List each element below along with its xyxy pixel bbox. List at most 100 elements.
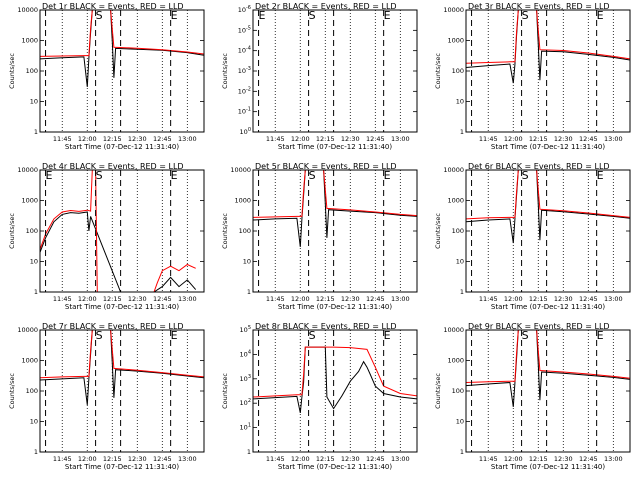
x-tick-label: 12:30	[128, 135, 147, 143]
panel-title: Det 1r BLACK = Events, RED = LLD	[42, 2, 184, 11]
x-tick-label: 12:15	[529, 135, 548, 143]
series-events-line	[39, 9, 205, 87]
x-tick-label: 12:30	[341, 295, 360, 303]
x-tick-label: 12:30	[341, 455, 360, 463]
y-tick-label: 10	[30, 258, 38, 266]
x-tick-label: 12:15	[316, 455, 335, 463]
y-tick-label: 100	[452, 227, 464, 235]
y-tick-label: 1000	[21, 37, 38, 45]
x-tick-label: 12:30	[554, 295, 573, 303]
plot-frame	[465, 169, 631, 293]
x-tick-label: 12:15	[316, 135, 335, 143]
plot-frame	[252, 9, 418, 133]
y-tick-label: 100	[26, 387, 38, 395]
y-tick-label: 10000	[443, 6, 464, 14]
x-axis-label: Start Time (07-Dec-12 11:31:40)	[278, 303, 392, 311]
time-marker-label: E	[171, 169, 178, 182]
y-tick-label: 10	[456, 418, 464, 426]
panel-title: Det 3r BLACK = Events, RED = LLD	[468, 2, 610, 11]
series-lld-line	[465, 329, 631, 383]
plot-frame	[252, 329, 418, 453]
y-tick-label: 10000	[443, 166, 464, 174]
y-tick-label: 1000	[447, 197, 464, 205]
y-tick-label: 100	[240, 127, 251, 136]
plot-frame	[39, 329, 205, 453]
y-tick-label: 103	[240, 374, 251, 383]
y-tick-label: 100	[26, 227, 38, 235]
series-lld-line	[39, 169, 196, 293]
y-tick-label: 10000	[443, 326, 464, 334]
x-tick-label: 12:45	[366, 135, 385, 143]
series-events-line	[465, 169, 631, 244]
x-tick-label: 13:00	[391, 295, 410, 303]
time-marker-label: S	[309, 169, 316, 182]
x-tick-label: 13:00	[178, 455, 197, 463]
plot-frame	[252, 169, 418, 293]
x-tick-label: 12:15	[103, 295, 122, 303]
y-tick-label: 10000	[17, 6, 38, 14]
x-tick-label: 12:00	[504, 455, 523, 463]
y-axis-label: Counts/sec	[434, 373, 442, 409]
panel-title: Det 2r BLACK = Events, RED = LLD	[255, 2, 397, 11]
x-tick-label: 12:00	[504, 295, 523, 303]
y-tick-label: 1	[34, 448, 38, 456]
panel-title: Det 4r BLACK = Events, RED = LLD	[42, 162, 184, 171]
y-tick-label: 100	[26, 67, 38, 75]
panel-det-9: Det 9r BLACK = Events, RED = LLD 11:45 12:…	[434, 322, 631, 471]
x-tick-label: 12:15	[103, 455, 122, 463]
x-tick-label: 13:00	[604, 295, 623, 303]
x-tick-label: 12:45	[366, 455, 385, 463]
y-tick-label: 100	[452, 387, 464, 395]
y-tick-label: 1000	[21, 197, 38, 205]
x-axis-label: Start Time (07-Dec-12 11:31:40)	[65, 463, 179, 471]
x-tick-label: 13:00	[391, 135, 410, 143]
x-axis-label: Start Time (07-Dec-12 11:31:40)	[65, 143, 179, 151]
time-marker-label: E	[384, 169, 391, 182]
y-tick-label: 100	[239, 227, 251, 235]
y-tick-label: 10-4	[238, 46, 251, 55]
y-tick-label: 10-1	[238, 107, 251, 116]
x-tick-label: 12:45	[579, 295, 598, 303]
series-events-line	[252, 346, 418, 414]
y-tick-label: 10000	[17, 166, 38, 174]
y-tick-label: 1000	[234, 197, 251, 205]
x-axis-label: Start Time (07-Dec-12 11:31:40)	[491, 463, 605, 471]
y-tick-label: 10	[456, 258, 464, 266]
series-lld-line	[39, 9, 205, 57]
y-tick-label: 1000	[447, 37, 464, 45]
x-tick-label: 11:45	[53, 135, 72, 143]
y-tick-label: 10-6	[238, 5, 251, 14]
time-marker-label: E	[597, 329, 604, 342]
y-tick-label: 1000	[447, 357, 464, 365]
time-marker-label: E	[384, 9, 391, 22]
x-tick-label: 12:45	[366, 295, 385, 303]
y-tick-label: 10-3	[238, 66, 251, 75]
x-tick-label: 11:45	[266, 455, 285, 463]
x-tick-label: 12:30	[554, 455, 573, 463]
x-tick-label: 12:15	[103, 135, 122, 143]
y-tick-label: 10000	[17, 326, 38, 334]
time-marker-label: S	[96, 169, 103, 182]
series-events-line	[465, 329, 631, 407]
y-tick-label: 100	[452, 67, 464, 75]
x-axis-label: Start Time (07-Dec-12 11:31:40)	[278, 143, 392, 151]
time-marker-label: E	[171, 9, 178, 22]
panel-det-6: Det 6r BLACK = Events, RED = LLD 11:45 12:…	[434, 162, 631, 311]
x-tick-label: 12:30	[128, 455, 147, 463]
x-tick-label: 12:45	[579, 455, 598, 463]
y-tick-label: 1000	[21, 357, 38, 365]
y-tick-label: 104	[240, 349, 251, 358]
panel-title: Det 8r BLACK = Events, RED = LLD	[255, 322, 397, 331]
y-axis-label: Counts/sec	[221, 53, 229, 89]
panel-det-5: Det 5r BLACK = Events, RED = LLD 11:45 12:…	[221, 162, 418, 311]
time-marker-label: E	[171, 329, 178, 342]
panel-title: Det 7r BLACK = Events, RED = LLD	[42, 322, 184, 331]
time-marker-label: E	[384, 329, 391, 342]
plot-frame	[39, 169, 205, 293]
x-tick-label: 12:45	[153, 295, 172, 303]
x-axis-label: Start Time (07-Dec-12 11:31:40)	[278, 463, 392, 471]
x-tick-label: 13:00	[178, 135, 197, 143]
x-tick-label: 12:15	[529, 295, 548, 303]
y-tick-label: 1	[460, 448, 464, 456]
time-marker-label: S	[522, 9, 529, 22]
